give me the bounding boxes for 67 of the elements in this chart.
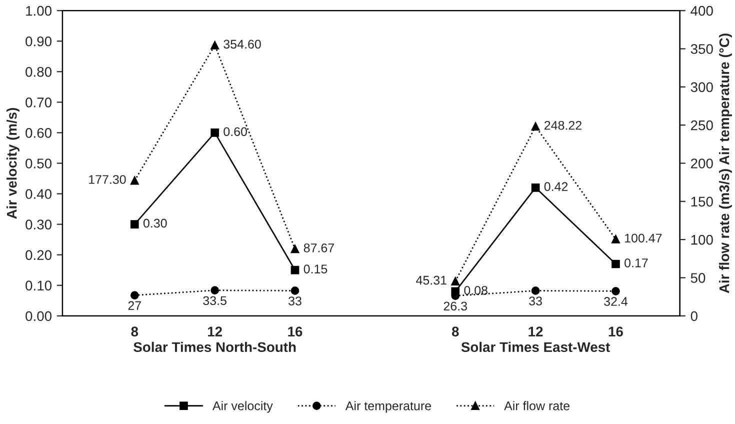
data-label: 33 bbox=[288, 296, 302, 306]
y-tick-label: 0.20 bbox=[26, 250, 52, 260]
y2-tick-label: 350 bbox=[690, 44, 713, 54]
y-tick-label: 0.40 bbox=[26, 189, 52, 199]
x-tick-label: 8 bbox=[131, 326, 138, 336]
data-label: 33 bbox=[529, 296, 542, 306]
point bbox=[290, 286, 300, 295]
text: Solar Times East-West bbox=[461, 342, 610, 352]
data-label: 177.30 bbox=[89, 175, 126, 184]
data-label: 0.17 bbox=[624, 258, 648, 268]
data-label: 27 bbox=[128, 301, 141, 310]
y2-axis-title: Air flow rate (m3/s) Air temperature (°C) bbox=[719, 34, 732, 294]
data-label: 0.60 bbox=[224, 127, 247, 136]
y2-tick-label: 400 bbox=[690, 6, 713, 16]
y2-tick-label: 300 bbox=[690, 82, 713, 92]
point bbox=[210, 128, 219, 137]
legend-label: Air temperature bbox=[345, 401, 431, 413]
text: Solar Times North-South bbox=[134, 342, 296, 352]
data-label: 0.42 bbox=[544, 182, 568, 192]
x-tick-label: 16 bbox=[288, 326, 302, 336]
legend-label: Air flow rate bbox=[504, 401, 570, 410]
y-tick-label: 0.70 bbox=[26, 98, 52, 108]
y2-tick-label: 50 bbox=[690, 273, 706, 283]
point bbox=[130, 291, 139, 300]
data-label: 33.5 bbox=[203, 296, 226, 306]
point bbox=[451, 277, 460, 286]
y-axis-title: Air velocity (m/s) bbox=[6, 108, 20, 219]
point bbox=[130, 220, 139, 228]
point bbox=[531, 122, 540, 131]
point bbox=[531, 286, 540, 295]
point bbox=[612, 260, 620, 268]
data-label: 0.08 bbox=[464, 286, 488, 295]
point bbox=[210, 286, 219, 294]
x-tick-label: 8 bbox=[452, 326, 459, 336]
data-label: 0.15 bbox=[304, 264, 328, 274]
data-label: 0.30 bbox=[143, 218, 167, 228]
y-tick-label: 0.50 bbox=[26, 158, 52, 168]
point bbox=[612, 286, 620, 296]
y-tick-label: 0.90 bbox=[26, 36, 52, 46]
y-tick-label: 0.10 bbox=[26, 280, 52, 291]
point bbox=[210, 41, 219, 50]
point bbox=[612, 235, 620, 244]
point bbox=[290, 266, 300, 274]
data-label: 32.4 bbox=[604, 297, 628, 306]
y-tick-label: 0.30 bbox=[26, 220, 52, 230]
y2-tick-label: 150 bbox=[691, 196, 713, 207]
x-tick-label: 16 bbox=[608, 326, 623, 336]
data-label: 87.67 bbox=[304, 243, 334, 252]
y-tick-label: 0.80 bbox=[26, 66, 52, 77]
y2-tick-label: 0 bbox=[690, 311, 698, 322]
data-label: 100.47 bbox=[625, 234, 662, 243]
data-label: 45.31 bbox=[416, 276, 446, 285]
data-label: 248.22 bbox=[544, 120, 582, 130]
data-label: 26.3 bbox=[444, 302, 467, 311]
x-tick-label: 12 bbox=[208, 326, 222, 336]
y-tick-label: 1.00 bbox=[26, 6, 52, 16]
y2-tick-label: 100 bbox=[691, 234, 713, 245]
y-tick-label: 0.60 bbox=[26, 128, 52, 138]
point bbox=[290, 244, 300, 254]
point bbox=[531, 183, 540, 192]
y-tick-label: 0.00 bbox=[26, 311, 52, 322]
x-tick-label: 12 bbox=[528, 326, 543, 336]
y2-tick-label: 250 bbox=[690, 120, 713, 130]
y2-tick-label: 200 bbox=[690, 158, 713, 168]
legend-label: Air velocity bbox=[212, 401, 273, 413]
data-label: 354.60 bbox=[224, 40, 261, 49]
point bbox=[130, 176, 139, 185]
